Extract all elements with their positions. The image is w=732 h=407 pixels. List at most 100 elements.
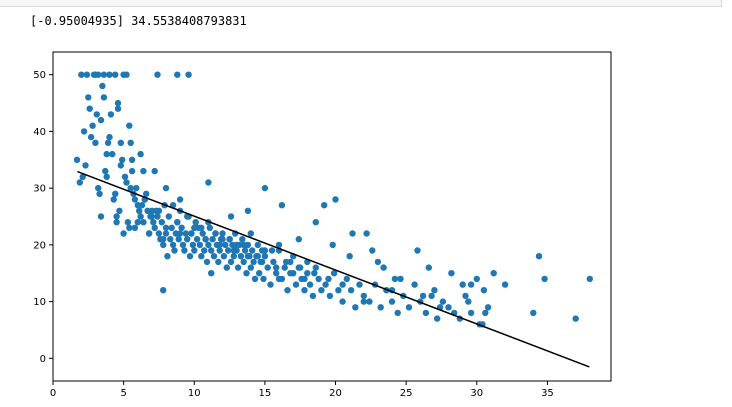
scatter-point [140,167,147,175]
y-tick-label: 30 [33,184,46,195]
scatter-point [335,287,342,294]
scatter-point [106,133,113,141]
scatter-point [321,202,328,209]
scatter-chart: 0 5 10 15 20 25 30 35 0 10 20 30 40 50 [33,51,612,399]
scatter-point [174,219,181,226]
scatter-point [227,213,235,220]
x-tick-label: 10 [188,388,201,399]
figure-container: 0 5 10 15 20 25 30 35 0 10 20 30 40 50 [0,40,732,407]
scatter-point [124,219,132,226]
scatter-point [226,236,233,243]
scatter-point [171,247,178,254]
scatter-point [339,298,346,305]
scatter-point [155,230,163,237]
scatter-point [160,236,167,243]
scatter-point [234,264,242,271]
scatter-point [110,196,117,203]
scatter-point [150,219,157,226]
scatter-point [169,241,177,249]
scatter-point [360,298,367,305]
scatter-point [275,241,283,249]
scatter-point [134,219,141,226]
scatter-point [343,275,350,283]
scatter-point [312,264,319,271]
scatter-point [199,230,206,237]
scatter-point [315,275,322,283]
scatter-point [394,309,401,317]
scatter-point [482,309,489,317]
regression-fit-line [77,170,590,368]
scatter-point [87,133,95,141]
scatter-point [216,247,223,254]
y-axis-ticks: 0 10 20 30 40 50 [33,70,53,365]
y-tick-label: 10 [33,297,46,308]
scatter-point [120,230,127,237]
scatter-point [391,275,399,283]
scatter-point [191,224,198,231]
scatter-point [377,304,384,311]
x-tick-label: 20 [329,388,342,399]
scatter-point [184,213,191,220]
scatter-point [278,202,286,209]
scatter-point [448,270,455,277]
scatter-point [273,270,280,277]
scatter-point [196,241,204,249]
scatter-point [179,241,187,249]
scatter-point [445,304,452,311]
scatter-point [140,219,147,226]
scatter-point [80,128,88,135]
scatter-point [193,236,201,243]
x-tick-label: 35 [541,388,554,399]
scatter-point [219,230,226,237]
scatter-point [131,224,139,231]
scatter-point [215,258,222,266]
previous-cell-edge [0,0,722,7]
scatter-point [82,162,89,169]
plot-area-background [53,52,611,381]
scatter-point [103,173,110,180]
scatter-point [126,122,133,129]
scatter-point [123,179,130,186]
scatter-point [137,213,144,220]
scatter-point [106,71,113,78]
scatter-point [273,264,280,271]
scatter-point [97,116,105,124]
scatter-point [160,241,167,249]
scatter-point [374,258,382,266]
scatter-point [223,264,230,271]
scatter-point [99,82,106,90]
scatter-point [318,287,325,294]
scatter-point [116,207,123,214]
scatter-point [282,258,290,266]
scatter-point [241,247,249,254]
scatter-point [339,281,346,288]
scatter-point [174,71,181,78]
scatter-point [465,298,472,305]
scatter-point [380,264,387,271]
scatter-point [184,236,191,243]
scatter-point [167,236,174,243]
scatter-point [121,173,129,180]
scatter-point [216,241,223,249]
print-output-text: [-0.95004935] 34.5538408793831 [30,14,247,28]
scatter-point [128,156,136,163]
scatter-point [419,292,427,300]
scatter-point [212,230,219,237]
scatter-point [109,150,116,158]
scatter-point [287,270,294,277]
scatter-point [414,247,421,254]
scatter-point [145,230,153,237]
scatter-point [572,315,579,322]
scatter-point [254,253,261,260]
scatter-point [251,275,259,283]
scatter-point [92,139,99,146]
scatter-point [205,179,212,186]
scatter-point [233,241,240,249]
scatter-point [95,71,102,78]
scatter-point [126,224,133,231]
scatter-point [114,99,122,107]
scatter-point [301,287,308,294]
scatter-point [352,304,359,311]
scatter-point [114,105,122,112]
scatter-point [208,247,215,254]
